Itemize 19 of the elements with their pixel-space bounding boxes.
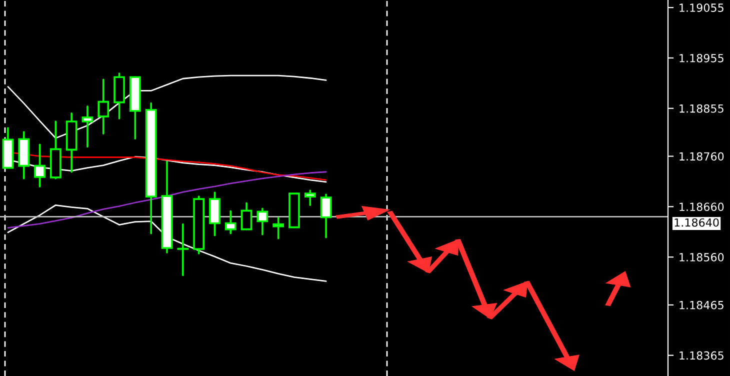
y-tick-label: 1.18760 [680, 152, 724, 161]
y-tick-label: 1.18465 [680, 300, 724, 310]
candlestick [177, 223, 189, 276]
line-series [7, 74, 327, 139]
y-tick-label: 1.18365 [680, 351, 724, 360]
y-tick-label: 1.18660 [680, 202, 724, 212]
ref-line-label: 1.18640 [674, 218, 719, 227]
candlestick [98, 78, 110, 134]
y-tick-label: 1.18855 [680, 104, 724, 113]
candlestick [240, 202, 252, 230]
y-tick-label: 1.19055 [680, 4, 724, 12]
y-tick-label: 1.18955 [680, 54, 724, 62]
y-tick-label: 1.18560 [680, 253, 724, 262]
candlestick [272, 216, 284, 240]
candlestick [320, 194, 332, 238]
line-series [7, 171, 327, 229]
candlestick [224, 210, 236, 234]
candlestick [304, 190, 316, 206]
candlestick [256, 208, 268, 236]
